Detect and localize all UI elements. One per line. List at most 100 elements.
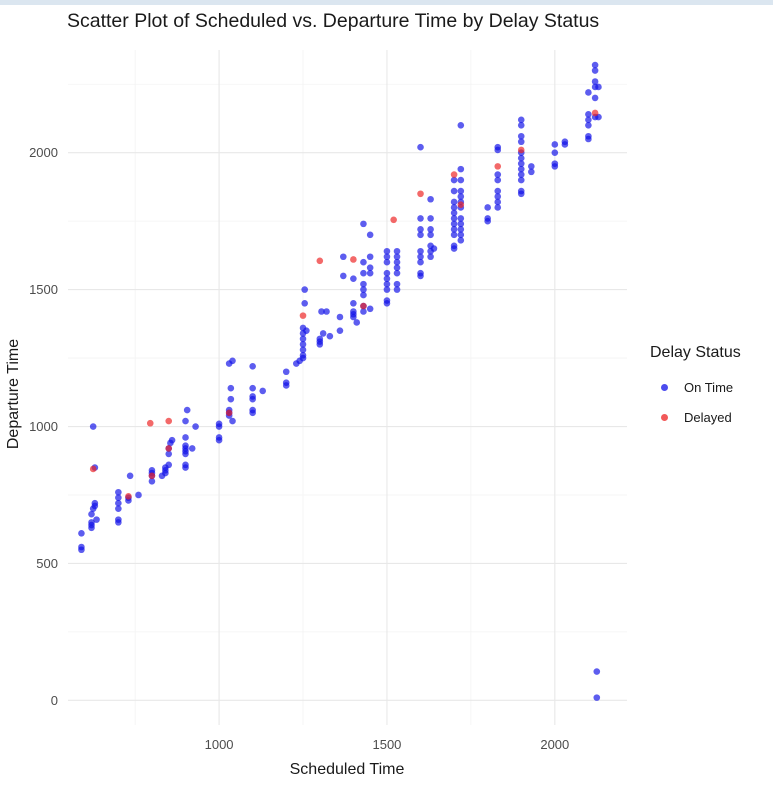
point-on-time [115, 516, 122, 523]
point-on-time [165, 450, 173, 458]
point-delayed [390, 216, 397, 224]
point-on-time [366, 269, 374, 277]
point-on-time [366, 305, 374, 313]
point-on-time [585, 122, 592, 129]
point-delayed [225, 409, 233, 417]
point-on-time [360, 220, 367, 228]
point-on-time [393, 247, 401, 255]
point-on-time [88, 519, 95, 526]
point-on-time [595, 83, 602, 91]
x-axis-ticks: 1000 1500 2000 [205, 737, 570, 752]
point-on-time [215, 434, 223, 441]
point-on-time [393, 264, 401, 271]
point-on-time [528, 163, 535, 170]
point-on-time [517, 132, 525, 140]
point-on-time [457, 122, 465, 129]
point-on-time [517, 176, 525, 184]
point-on-time [585, 132, 592, 140]
point-delayed [494, 163, 502, 170]
chart-title: Scatter Plot of Scheduled vs. Departure … [67, 10, 600, 32]
point-on-time [517, 138, 525, 146]
point-on-time [299, 352, 307, 359]
x-tick-label: 1000 [205, 737, 234, 752]
point-on-time [430, 245, 438, 252]
point-on-time [299, 341, 307, 348]
point-on-time [301, 299, 308, 307]
point-on-time [517, 171, 525, 178]
point-on-time [303, 327, 310, 334]
point-on-time [249, 384, 256, 392]
point-delayed [146, 419, 154, 427]
top-strip [0, 0, 773, 5]
point-on-time [366, 231, 374, 239]
legend: Delay Status On Time Delayed [650, 344, 741, 432]
point-on-time [182, 434, 189, 441]
point-on-time [148, 477, 156, 485]
point-on-time [517, 116, 525, 124]
point-delayed [450, 171, 458, 178]
point-on-time [427, 253, 434, 261]
y-tick-label: 500 [36, 556, 58, 571]
point-on-time [383, 280, 391, 288]
point-on-time [427, 195, 434, 203]
point-on-time [282, 368, 290, 376]
point-on-time [417, 226, 424, 233]
point-on-time [115, 505, 122, 512]
point-on-time [593, 694, 601, 701]
y-axis-ticks: 0 500 1000 1500 2000 [29, 145, 58, 708]
point-on-time [517, 187, 525, 195]
point-on-time [585, 116, 592, 124]
point-on-time [551, 141, 559, 148]
point-on-time [249, 406, 256, 414]
point-on-time [227, 384, 235, 392]
point-delayed [165, 417, 173, 425]
point-on-time [417, 215, 424, 222]
point-on-time [393, 253, 401, 261]
point-on-time [383, 286, 391, 293]
point-on-time [450, 242, 458, 250]
point-on-time [450, 198, 458, 206]
point-on-time [182, 442, 189, 449]
point-delayed [316, 257, 324, 265]
point-on-time [383, 297, 391, 304]
y-tick-label: 1500 [29, 282, 58, 297]
x-tick-label: 2000 [540, 737, 569, 752]
point-on-time [299, 346, 307, 354]
point-on-time [360, 280, 367, 288]
point-on-time [494, 143, 502, 151]
y-tick-label: 2000 [29, 145, 58, 160]
point-on-time [115, 499, 122, 507]
point-on-time [135, 491, 142, 499]
point-on-time [551, 160, 559, 167]
point-on-time [417, 231, 424, 239]
point-on-time [457, 193, 465, 200]
point-delayed [457, 201, 465, 209]
point-on-time [188, 445, 196, 452]
point-on-time [229, 417, 236, 425]
point-on-time [417, 253, 424, 261]
legend-label: On Time [684, 379, 734, 395]
data-points [78, 61, 602, 701]
legend-item-delayed: Delayed [650, 402, 741, 432]
point-delayed [350, 256, 357, 263]
point-on-time [148, 467, 156, 474]
y-tick-label: 1000 [29, 419, 58, 434]
point-on-time [215, 420, 223, 428]
point-on-time [282, 379, 290, 387]
point-on-time [383, 253, 391, 261]
point-on-time [585, 111, 592, 118]
point-on-time [457, 231, 465, 239]
point-delayed [517, 146, 525, 154]
point-on-time [383, 269, 391, 277]
point-on-time [450, 187, 458, 195]
point-on-time [427, 231, 434, 239]
legend-dot-icon [660, 413, 668, 421]
point-on-time [78, 543, 85, 551]
point-on-time [393, 269, 401, 277]
point-on-time [591, 94, 599, 102]
point-delayed [299, 312, 307, 319]
point-on-time [183, 406, 191, 414]
point-on-time [457, 165, 465, 173]
x-axis-title: Scheduled Time [290, 761, 405, 778]
point-on-time [318, 308, 325, 315]
